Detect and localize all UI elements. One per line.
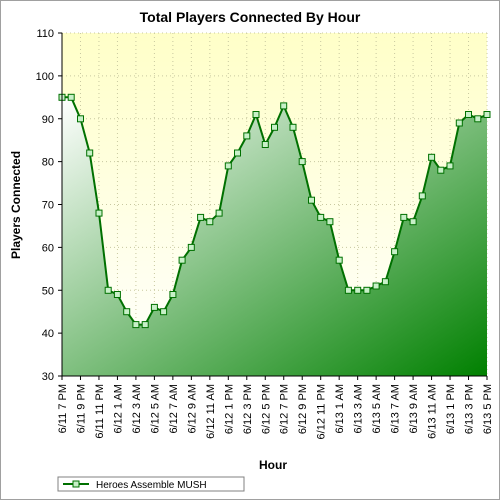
data-point-marker bbox=[187, 243, 195, 251]
data-point-marker bbox=[123, 308, 131, 316]
x-tick-label: 6/12 5 PM bbox=[260, 384, 272, 434]
y-tick-label: 30 bbox=[42, 371, 54, 383]
data-point-marker bbox=[381, 278, 389, 286]
data-point-marker bbox=[335, 256, 343, 264]
data-point-marker bbox=[169, 291, 177, 298]
x-tick-label: 6/11 9 PM bbox=[75, 384, 87, 433]
data-point-marker bbox=[160, 308, 168, 316]
data-point-marker bbox=[178, 256, 186, 264]
data-point-marker bbox=[141, 321, 149, 329]
data-point-marker bbox=[474, 115, 482, 123]
data-point-marker bbox=[465, 111, 472, 118]
y-tick-label: 40 bbox=[42, 328, 54, 340]
data-point-marker bbox=[483, 111, 491, 118]
legend-marker-swatch bbox=[72, 480, 80, 488]
data-point-marker bbox=[86, 149, 94, 157]
data-point-marker bbox=[372, 282, 380, 290]
data-point-marker bbox=[150, 303, 158, 311]
data-point-marker bbox=[409, 218, 417, 226]
x-tick-label: 6/12 7 AM bbox=[168, 384, 180, 434]
x-tick-label: 6/13 9 AM bbox=[408, 384, 420, 434]
y-tick-label: 50 bbox=[42, 285, 54, 297]
data-point-marker bbox=[308, 196, 315, 204]
data-point-marker bbox=[455, 119, 463, 127]
data-point-marker bbox=[326, 218, 334, 226]
x-tick-label: 6/12 1 AM bbox=[112, 384, 124, 434]
x-tick-label: 6/12 7 PM bbox=[279, 384, 291, 434]
data-point-marker bbox=[289, 123, 297, 131]
data-point-marker bbox=[67, 93, 75, 101]
x-tick-label: 6/12 1 PM bbox=[223, 384, 235, 434]
data-point-marker bbox=[428, 153, 436, 161]
data-point-marker bbox=[437, 166, 445, 174]
x-tick-label: 6/12 11 PM bbox=[316, 384, 328, 439]
y-axis-label: Players Connected bbox=[9, 151, 23, 259]
x-tick-label: 6/13 5 AM bbox=[371, 384, 383, 434]
data-point-marker bbox=[215, 209, 223, 217]
x-tick-label: 6/12 9 AM bbox=[186, 384, 198, 434]
data-point-marker bbox=[113, 291, 121, 298]
x-tick-label: 6/13 5 PM bbox=[482, 384, 494, 434]
x-tick-label: 6/13 7 AM bbox=[390, 384, 402, 434]
data-point-marker bbox=[363, 286, 371, 294]
data-point-marker bbox=[206, 218, 214, 226]
data-point-marker bbox=[95, 209, 103, 217]
data-point-marker bbox=[234, 149, 241, 157]
data-point-marker bbox=[261, 141, 269, 148]
x-tick-label: 6/11 11 PM bbox=[94, 384, 106, 439]
legend: Heroes Assemble MUSH bbox=[57, 476, 245, 492]
data-point-marker bbox=[132, 321, 140, 329]
chart-title: Total Players Connected By Hour bbox=[140, 9, 361, 25]
data-point-marker bbox=[224, 162, 232, 170]
legend-box bbox=[57, 476, 245, 492]
data-point-marker bbox=[354, 286, 362, 294]
y-tick-label: 60 bbox=[42, 242, 54, 254]
data-point-marker bbox=[418, 192, 426, 200]
y-tick-label: 100 bbox=[36, 71, 54, 83]
series-area bbox=[62, 97, 487, 376]
x-tick-label: 6/11 7 PM bbox=[57, 384, 69, 433]
data-point-marker bbox=[391, 248, 399, 256]
data-point-marker bbox=[446, 162, 454, 170]
x-tick-label: 6/12 5 AM bbox=[149, 384, 161, 434]
x-tick-label: 6/13 1 PM bbox=[445, 384, 457, 434]
x-tick-label: 6/12 3 AM bbox=[131, 384, 143, 434]
data-point-marker bbox=[197, 213, 205, 221]
x-tick-label: 6/13 3 PM bbox=[464, 384, 476, 434]
x-tick-label: 6/12 9 PM bbox=[297, 384, 309, 434]
y-tick-label: 90 bbox=[42, 114, 54, 126]
y-tick-label: 80 bbox=[42, 157, 54, 169]
legend-label: Heroes Assemble MUSH bbox=[96, 480, 207, 491]
data-point-marker bbox=[243, 132, 251, 140]
y-axis-ticks: 30 40 50 60 70 80 90 100 110 bbox=[36, 28, 62, 383]
x-tick-label: 6/12 3 PM bbox=[242, 384, 254, 434]
data-point-marker bbox=[77, 115, 84, 123]
data-point-marker bbox=[280, 102, 288, 110]
x-axis-label: Hour bbox=[259, 458, 287, 472]
data-point-marker bbox=[271, 123, 278, 131]
x-tick-label: 6/13 11 AM bbox=[427, 384, 439, 439]
data-point-marker bbox=[104, 286, 112, 294]
data-point-marker bbox=[317, 213, 325, 221]
data-point-marker bbox=[252, 111, 260, 118]
y-tick-label: 110 bbox=[36, 28, 54, 40]
x-tick-label: 6/13 1 AM bbox=[334, 384, 346, 434]
data-point-marker bbox=[344, 286, 352, 294]
data-point-marker bbox=[400, 213, 408, 221]
x-axis-ticks: 6/11 7 PM 6/11 9 PM 6/11 11 PM 6/12 1 AM 6/1… bbox=[57, 376, 494, 439]
x-tick-label: 6/13 3 AM bbox=[353, 384, 365, 434]
data-point-marker bbox=[298, 158, 306, 166]
y-tick-label: 70 bbox=[42, 200, 54, 212]
x-tick-label: 6/12 11 AM bbox=[205, 384, 217, 439]
